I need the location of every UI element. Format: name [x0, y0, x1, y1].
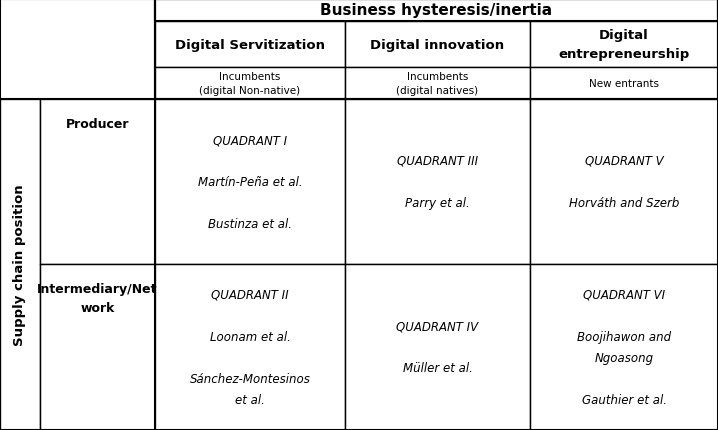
- Bar: [530, 100, 718, 264]
- Bar: [40, 100, 155, 264]
- Text: Producer: Producer: [66, 118, 129, 131]
- Text: Incumbents
(digital Non-native): Incumbents (digital Non-native): [200, 71, 301, 96]
- Text: Supply chain position: Supply chain position: [14, 184, 27, 346]
- Text: QUADRANT IV

Müller et al.: QUADRANT IV Müller et al.: [396, 320, 479, 375]
- Bar: [155, 22, 345, 68]
- Bar: [530, 22, 718, 68]
- Bar: [155, 100, 345, 264]
- Text: QUADRANT III

Parry et al.: QUADRANT III Parry et al.: [397, 155, 478, 209]
- Bar: [345, 264, 530, 430]
- Text: Digital Servitization: Digital Servitization: [175, 38, 325, 51]
- Bar: [345, 22, 530, 68]
- Bar: [155, 0, 718, 22]
- Bar: [530, 264, 718, 430]
- Bar: [530, 68, 718, 100]
- Text: Digital innovation: Digital innovation: [370, 38, 505, 51]
- Bar: [0, 100, 40, 430]
- Bar: [155, 0, 718, 100]
- Text: QUADRANT V

Horváth and Szerb: QUADRANT V Horváth and Szerb: [569, 155, 679, 209]
- Text: QUADRANT I

Martín-Peña et al.

Bustinza et al.: QUADRANT I Martín-Peña et al. Bustinza e…: [197, 134, 302, 230]
- Bar: [345, 100, 530, 264]
- Bar: [155, 68, 345, 100]
- Bar: [40, 264, 155, 430]
- Text: QUADRANT VI

Boojihawon and
Ngoasong

Gauthier et al.: QUADRANT VI Boojihawon and Ngoasong Gaut…: [577, 289, 671, 406]
- Bar: [345, 68, 530, 100]
- Text: QUADRANT II

Loonam et al.

Sánchez-Montesinos
et al.: QUADRANT II Loonam et al. Sánchez-Montes…: [190, 289, 310, 406]
- Text: Digital
entrepreneurship: Digital entrepreneurship: [559, 29, 689, 61]
- Text: Intermediary/Net
work: Intermediary/Net work: [37, 283, 158, 314]
- Bar: [155, 264, 345, 430]
- Text: Business hysteresis/inertia: Business hysteresis/inertia: [320, 3, 553, 18]
- Text: Incumbents
(digital natives): Incumbents (digital natives): [396, 71, 479, 96]
- Text: New entrants: New entrants: [589, 79, 659, 89]
